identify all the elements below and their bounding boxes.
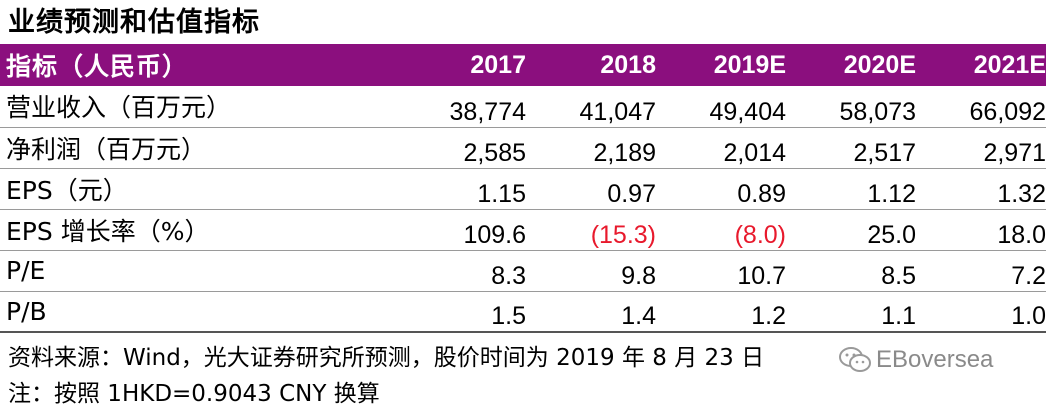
cell: 8.5: [786, 250, 916, 292]
table-row: P/B 1.5 1.4 1.2 1.1 1.0: [0, 291, 1046, 333]
cell: 41,047: [526, 86, 656, 128]
cell: 2,971: [916, 127, 1046, 169]
cell: 1.4: [526, 291, 656, 333]
cell: 1.2: [656, 291, 786, 333]
table-row: EPS 增长率（%） 109.6 (15.3) (8.0) 25.0 18.0: [0, 209, 1046, 251]
watermark: EBoversea: [838, 346, 993, 374]
table-row: EPS（元） 1.15 0.97 0.89 1.12 1.32: [0, 168, 1046, 210]
cell: 10.7: [656, 250, 786, 292]
cell: 0.97: [526, 168, 656, 210]
cell: 66,092: [916, 86, 1046, 128]
cell: 1.1: [786, 291, 916, 333]
row-label: EPS 增长率（%）: [0, 209, 396, 251]
header-cell: 指标（人民币）: [6, 52, 189, 81]
cell: 18.0: [916, 209, 1046, 251]
header-cell: 2020E: [843, 50, 916, 79]
negative-cell: (8.0): [656, 209, 786, 251]
cell: 1.5: [396, 291, 526, 333]
cell: 1.32: [916, 168, 1046, 210]
cell: 49,404: [656, 86, 786, 128]
table-row: 营业收入（百万元） 38,774 41,047 49,404 58,073 66…: [0, 86, 1046, 128]
cell: 7.2: [916, 250, 1046, 292]
cell: 8.3: [396, 250, 526, 292]
source-note: 资料来源：Wind，光大证券研究所预测，股价时间为 2019 年 8 月 23 …: [8, 345, 765, 371]
cell: 1.0: [916, 291, 1046, 333]
row-label: EPS（元）: [0, 168, 396, 210]
row-label: P/E: [0, 250, 396, 292]
cell: 58,073: [786, 86, 916, 128]
cell: 38,774: [396, 86, 526, 128]
cell: 1.15: [396, 168, 526, 210]
table-row: P/E 8.3 9.8 10.7 8.5 7.2: [0, 250, 1046, 292]
table-title: 业绩预测和估值指标: [8, 7, 260, 38]
watermark-text: EBoversea: [876, 346, 994, 373]
wechat-icon: [839, 347, 871, 372]
cell: 2,189: [526, 127, 656, 169]
forecast-table: 指标（人民币） 2017 2018 2019E 2020E 2021E 营业收入…: [0, 44, 1046, 333]
cell: 1.12: [786, 168, 916, 210]
header-row: 指标（人民币） 2017 2018 2019E 2020E 2021E: [0, 44, 1046, 86]
header-cell: 2019E: [713, 50, 786, 79]
header-cell: 2021E: [973, 50, 1046, 79]
cell: 9.8: [526, 250, 656, 292]
table-row: 净利润（百万元） 2,585 2,189 2,014 2,517 2,971: [0, 127, 1046, 169]
cell: 2,517: [786, 127, 916, 169]
header-cell: 2017: [470, 50, 526, 79]
cell: 2,014: [656, 127, 786, 169]
cell: 0.89: [656, 168, 786, 210]
row-label: P/B: [0, 291, 396, 333]
negative-cell: (15.3): [526, 209, 656, 251]
footnote: 注：按照 1HKD=0.9043 CNY 换算: [8, 381, 380, 407]
cell: 109.6: [396, 209, 526, 251]
cell: 2,585: [396, 127, 526, 169]
row-label: 净利润（百万元）: [0, 127, 396, 169]
header-cell: 2018: [600, 50, 656, 79]
row-label: 营业收入（百万元）: [0, 86, 396, 128]
cell: 25.0: [786, 209, 916, 251]
